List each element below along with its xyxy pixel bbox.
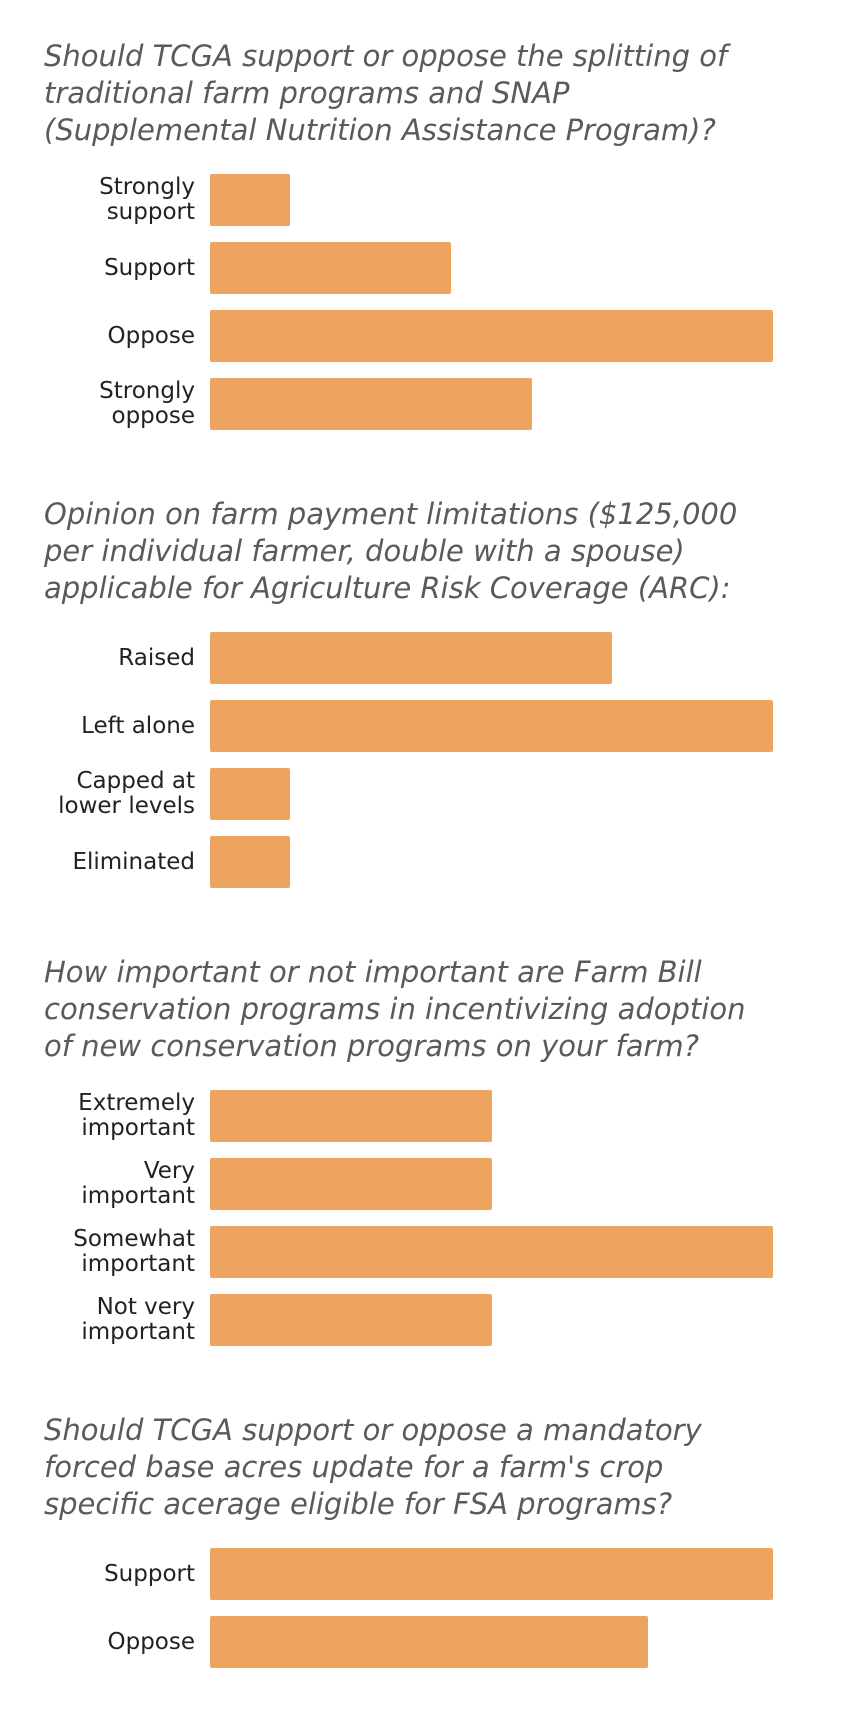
- bar: [210, 700, 773, 752]
- bar: [210, 174, 291, 226]
- bar: [210, 1226, 773, 1278]
- category-label: Extremely important: [78, 1090, 195, 1141]
- chart-title: How important or not important are Farm …: [44, 955, 746, 1063]
- category-label: Strongly support: [99, 174, 195, 225]
- chart-title: Should TCGA support or oppose the splitt…: [44, 39, 728, 147]
- bar: [210, 1090, 492, 1142]
- bar: [210, 1158, 492, 1210]
- category-label: Strongly oppose: [99, 378, 195, 429]
- category-label: Not very important: [81, 1294, 195, 1345]
- bar: [210, 310, 773, 362]
- category-label: Oppose: [107, 1628, 195, 1655]
- category-label: Left alone: [81, 712, 195, 739]
- category-label: Raised: [118, 644, 195, 671]
- category-label: Support: [104, 254, 195, 281]
- bar: [210, 242, 452, 294]
- category-label: Support: [104, 1560, 195, 1587]
- bar: [210, 378, 532, 430]
- bar: [210, 1616, 648, 1668]
- bar: [210, 632, 613, 684]
- chart-title: Opinion on farm payment limitations ($12…: [44, 497, 738, 605]
- category-label: Capped at lower levels: [58, 768, 195, 819]
- category-label: Eliminated: [72, 848, 195, 875]
- category-label: Somewhat important: [73, 1226, 195, 1277]
- bar: [210, 1294, 492, 1346]
- bar: [210, 1548, 773, 1600]
- category-label: Very important: [81, 1158, 195, 1209]
- category-label: Oppose: [107, 322, 195, 349]
- chart-title: Should TCGA support or oppose a mandator…: [44, 1413, 702, 1521]
- bar: [210, 768, 291, 820]
- bar: [210, 836, 291, 888]
